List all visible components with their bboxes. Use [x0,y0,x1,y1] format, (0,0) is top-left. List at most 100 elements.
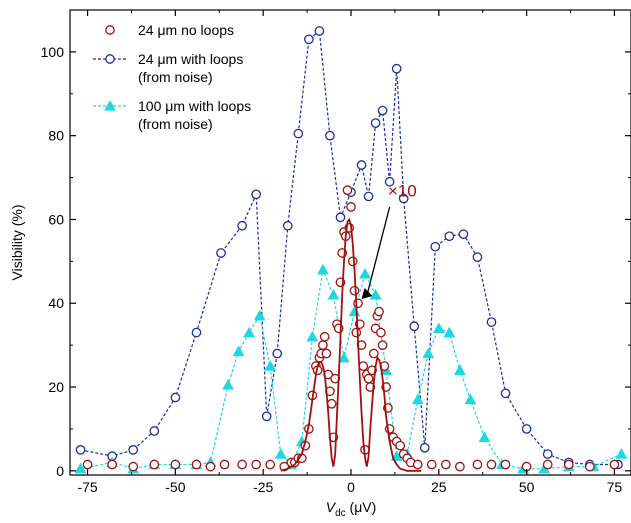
annotation: ×10 [361,181,417,300]
data-point [359,267,371,279]
data-point [432,322,445,334]
data-point [430,241,441,252]
legend-entry-text: 24 μm no loops [138,22,234,38]
series-line [80,267,622,470]
data-point [374,306,384,317]
data-point [455,461,465,472]
data-point [370,118,381,128]
data-point [486,459,497,470]
data-point [326,398,337,409]
data-point [351,327,362,338]
annotation-label: ×10 [388,181,417,200]
data-point [325,130,335,141]
series-2 [74,263,628,474]
ticks-layer: -75 -50 -25 0 25 50 75 0 20 40 60 80 100 [41,10,631,495]
data-point [232,345,245,357]
labels-layer: Visibility (%) Vdc (μV) [9,205,376,519]
legend-marker [104,99,116,111]
data-point [377,105,388,116]
data-point [335,212,346,223]
y-tick-label: 80 [48,128,64,144]
data-point [377,340,388,350]
legend-entry-text: (from noise) [138,69,213,85]
data-point [384,176,395,187]
data-point [253,309,266,321]
y-tick-label: 100 [41,44,65,60]
data-point [426,459,437,470]
data-point [342,185,353,195]
data-point [411,393,424,405]
data-point [128,461,139,472]
data-point [149,426,160,436]
data-point [170,459,181,470]
data-point [422,347,435,359]
legend: 24 μm no loops 24 μm with loops (from nois… [93,22,251,132]
data-point [444,231,455,242]
annotation-arrow-head [361,288,373,300]
data-point [478,431,491,442]
legend-entry-text: (from noise) [138,116,213,132]
data-point [347,256,358,267]
data-point [319,331,330,342]
data-point [369,288,382,300]
data-point [542,449,553,459]
data-point [327,288,340,300]
data-point [237,459,247,470]
data-point [191,327,202,338]
annotation-arrow-line [366,206,391,294]
data-point [458,229,469,239]
data-point [237,220,247,231]
data-point [303,34,314,45]
y-tick-label: 40 [48,295,64,311]
data-point [563,459,574,470]
data-point [149,459,160,470]
data-point [609,459,620,470]
x-axis-label-subscript: dc [335,508,346,519]
data-point [542,459,553,470]
data-point [74,462,87,474]
data-point [128,445,139,455]
data-point [353,298,363,309]
data-point [107,459,118,470]
y-tick-label: 20 [48,379,64,395]
data-point [453,364,466,375]
data-point [356,160,367,170]
data-point [472,459,483,470]
data-point [261,411,272,422]
data-point [409,321,420,332]
data-point [338,351,350,363]
data-point [412,459,423,470]
data-point [265,459,276,470]
x-tick-label: 50 [519,479,535,495]
data-point [191,459,202,470]
data-point [306,330,319,342]
data-point [500,459,511,470]
data-point [395,440,406,451]
data-point [205,461,216,472]
x-tick-label: -50 [165,479,185,495]
y-tick-label: 60 [48,211,64,227]
data-point [486,317,497,327]
y-axis-label: Visibility (%) [9,205,25,281]
legend-marker [105,54,115,64]
fit-curve [280,217,422,472]
data-point [440,459,451,470]
data-point [376,327,386,338]
data-point [75,445,86,455]
data-point [391,63,402,74]
data-point [282,220,293,231]
data-point [368,348,379,359]
legend-marker [105,25,115,35]
data-point [521,424,532,434]
data-point [216,248,226,258]
data-point [472,252,483,263]
data-point [349,285,360,296]
data-point [321,348,332,359]
data-point [251,189,262,200]
series-line [80,29,618,466]
legend-entry-text: 24 μm with loops [138,51,243,67]
data-point [243,326,256,338]
data-point [314,26,325,36]
data-point [464,393,477,405]
